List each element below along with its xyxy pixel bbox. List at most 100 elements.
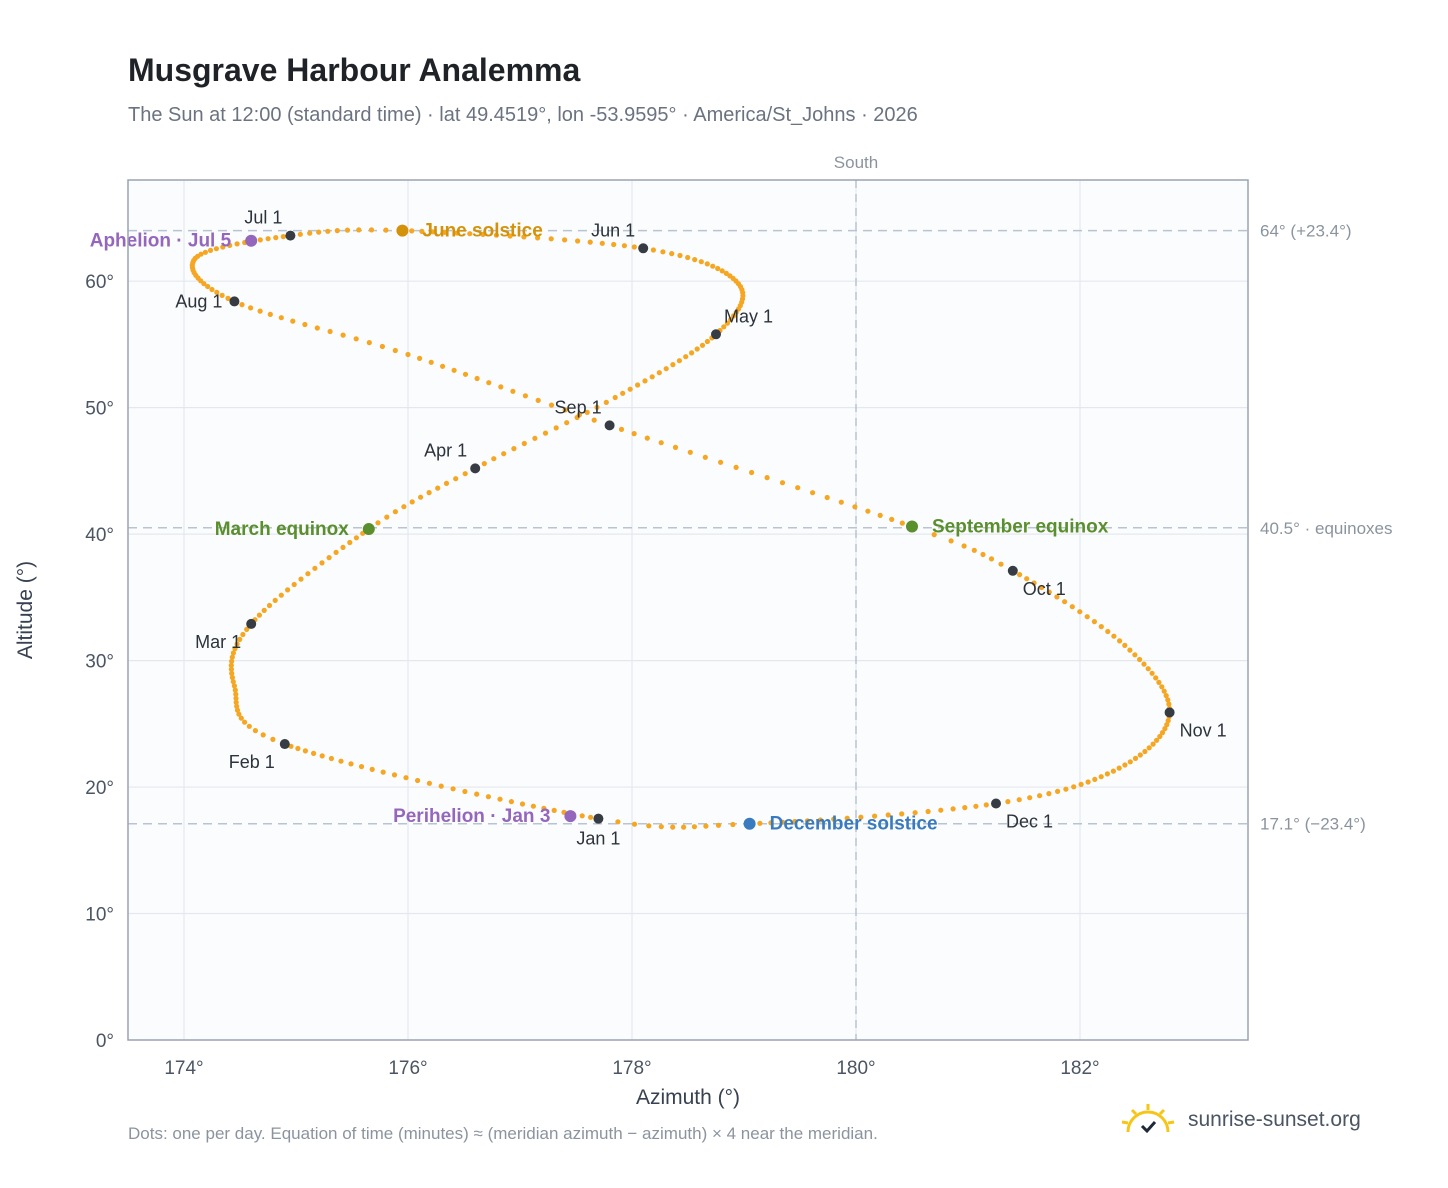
day-dot [485, 794, 491, 800]
day-dot [358, 764, 365, 770]
day-dot [548, 402, 555, 408]
day-dot [238, 715, 244, 721]
event-label: March equinox [215, 519, 350, 540]
day-dot [889, 516, 895, 523]
day-dot [635, 382, 641, 388]
month-marker-label: Nov 1 [1180, 720, 1227, 740]
day-dot [698, 259, 704, 265]
day-dot [480, 231, 486, 237]
day-dot [403, 775, 409, 781]
day-dot [1078, 781, 1084, 788]
day-dot [548, 236, 554, 242]
day-dot [392, 347, 398, 354]
day-dot [676, 358, 683, 364]
day-dot [440, 363, 446, 369]
day-dot [415, 777, 421, 784]
day-dot [325, 228, 331, 234]
month-marker-label: Apr 1 [424, 440, 467, 460]
event-marker [245, 234, 258, 247]
day-dot [1132, 652, 1138, 658]
day-dot [234, 241, 240, 247]
day-dot [297, 231, 303, 237]
day-dot [1098, 774, 1104, 780]
day-dot [266, 602, 273, 609]
day-dot [584, 409, 590, 415]
day-dot [417, 355, 423, 361]
day-dot [280, 234, 286, 240]
day-dot [912, 810, 918, 816]
month-marker-label: Jun 1 [591, 220, 635, 240]
day-dot [1105, 628, 1111, 635]
analemma-path [189, 227, 1173, 830]
month-marker [991, 798, 1001, 809]
day-dot [1157, 733, 1163, 740]
day-dot [670, 362, 676, 368]
day-dot [319, 753, 325, 759]
event-marker [906, 520, 918, 533]
day-dot [298, 576, 304, 582]
day-dot [685, 254, 691, 261]
day-dot [562, 237, 568, 243]
day-dot [230, 650, 236, 656]
day-dot [333, 549, 339, 556]
y-axis-label: Altitude (°) [14, 561, 37, 659]
day-dot [603, 399, 609, 405]
day-dot [1164, 722, 1170, 728]
day-dot [899, 811, 905, 817]
event-marker [564, 810, 577, 823]
day-dot [379, 343, 385, 350]
meridian-label: South [834, 153, 878, 172]
day-dot [1005, 799, 1011, 805]
day-dot [219, 292, 225, 298]
day-dot [824, 494, 830, 501]
day-dot [231, 683, 237, 689]
day-dot [642, 378, 648, 384]
day-dot [950, 806, 956, 812]
day-dot [236, 711, 242, 717]
day-dot [234, 703, 240, 709]
event-label: September equinox [932, 517, 1109, 538]
day-dot [450, 786, 456, 792]
day-dot [948, 538, 954, 544]
day-dot [728, 316, 734, 323]
brand[interactable]: sunrise-sunset.org [1120, 1102, 1361, 1138]
day-dot [852, 504, 858, 510]
day-dot [426, 780, 432, 786]
day-dot [327, 328, 333, 335]
day-dot [702, 454, 708, 460]
day-dot [1037, 793, 1043, 799]
day-dot [1161, 688, 1167, 694]
day-dot [230, 679, 236, 685]
day-dot [612, 394, 618, 401]
x-tick-label: 178° [612, 1058, 651, 1079]
day-dot [233, 691, 239, 697]
day-dot [248, 305, 254, 311]
day-dot [233, 695, 239, 701]
day-dot [691, 824, 698, 830]
day-dot [541, 805, 547, 812]
day-dot [302, 748, 308, 754]
day-dot [576, 412, 583, 418]
y-tick-label: 10° [85, 905, 114, 926]
month-marker [1164, 707, 1175, 718]
day-dot [1153, 675, 1159, 681]
day-dot [621, 243, 628, 249]
chart-title: Musgrave Harbour Analemma [128, 52, 581, 88]
day-dot [273, 235, 279, 241]
day-dot [1154, 737, 1160, 743]
day-dot [1122, 642, 1128, 649]
day-dot [1046, 791, 1052, 797]
day-dot [694, 346, 700, 352]
day-dot [535, 235, 541, 241]
day-dot [687, 449, 693, 455]
day-dot [564, 420, 570, 426]
day-dot [658, 440, 664, 446]
day-dot [375, 520, 381, 526]
day-dot [618, 426, 625, 432]
day-dot [575, 238, 581, 244]
day-dot [718, 459, 724, 465]
day-dot [428, 359, 434, 365]
month-marker-label: May 1 [724, 306, 773, 326]
day-dot [677, 252, 683, 259]
